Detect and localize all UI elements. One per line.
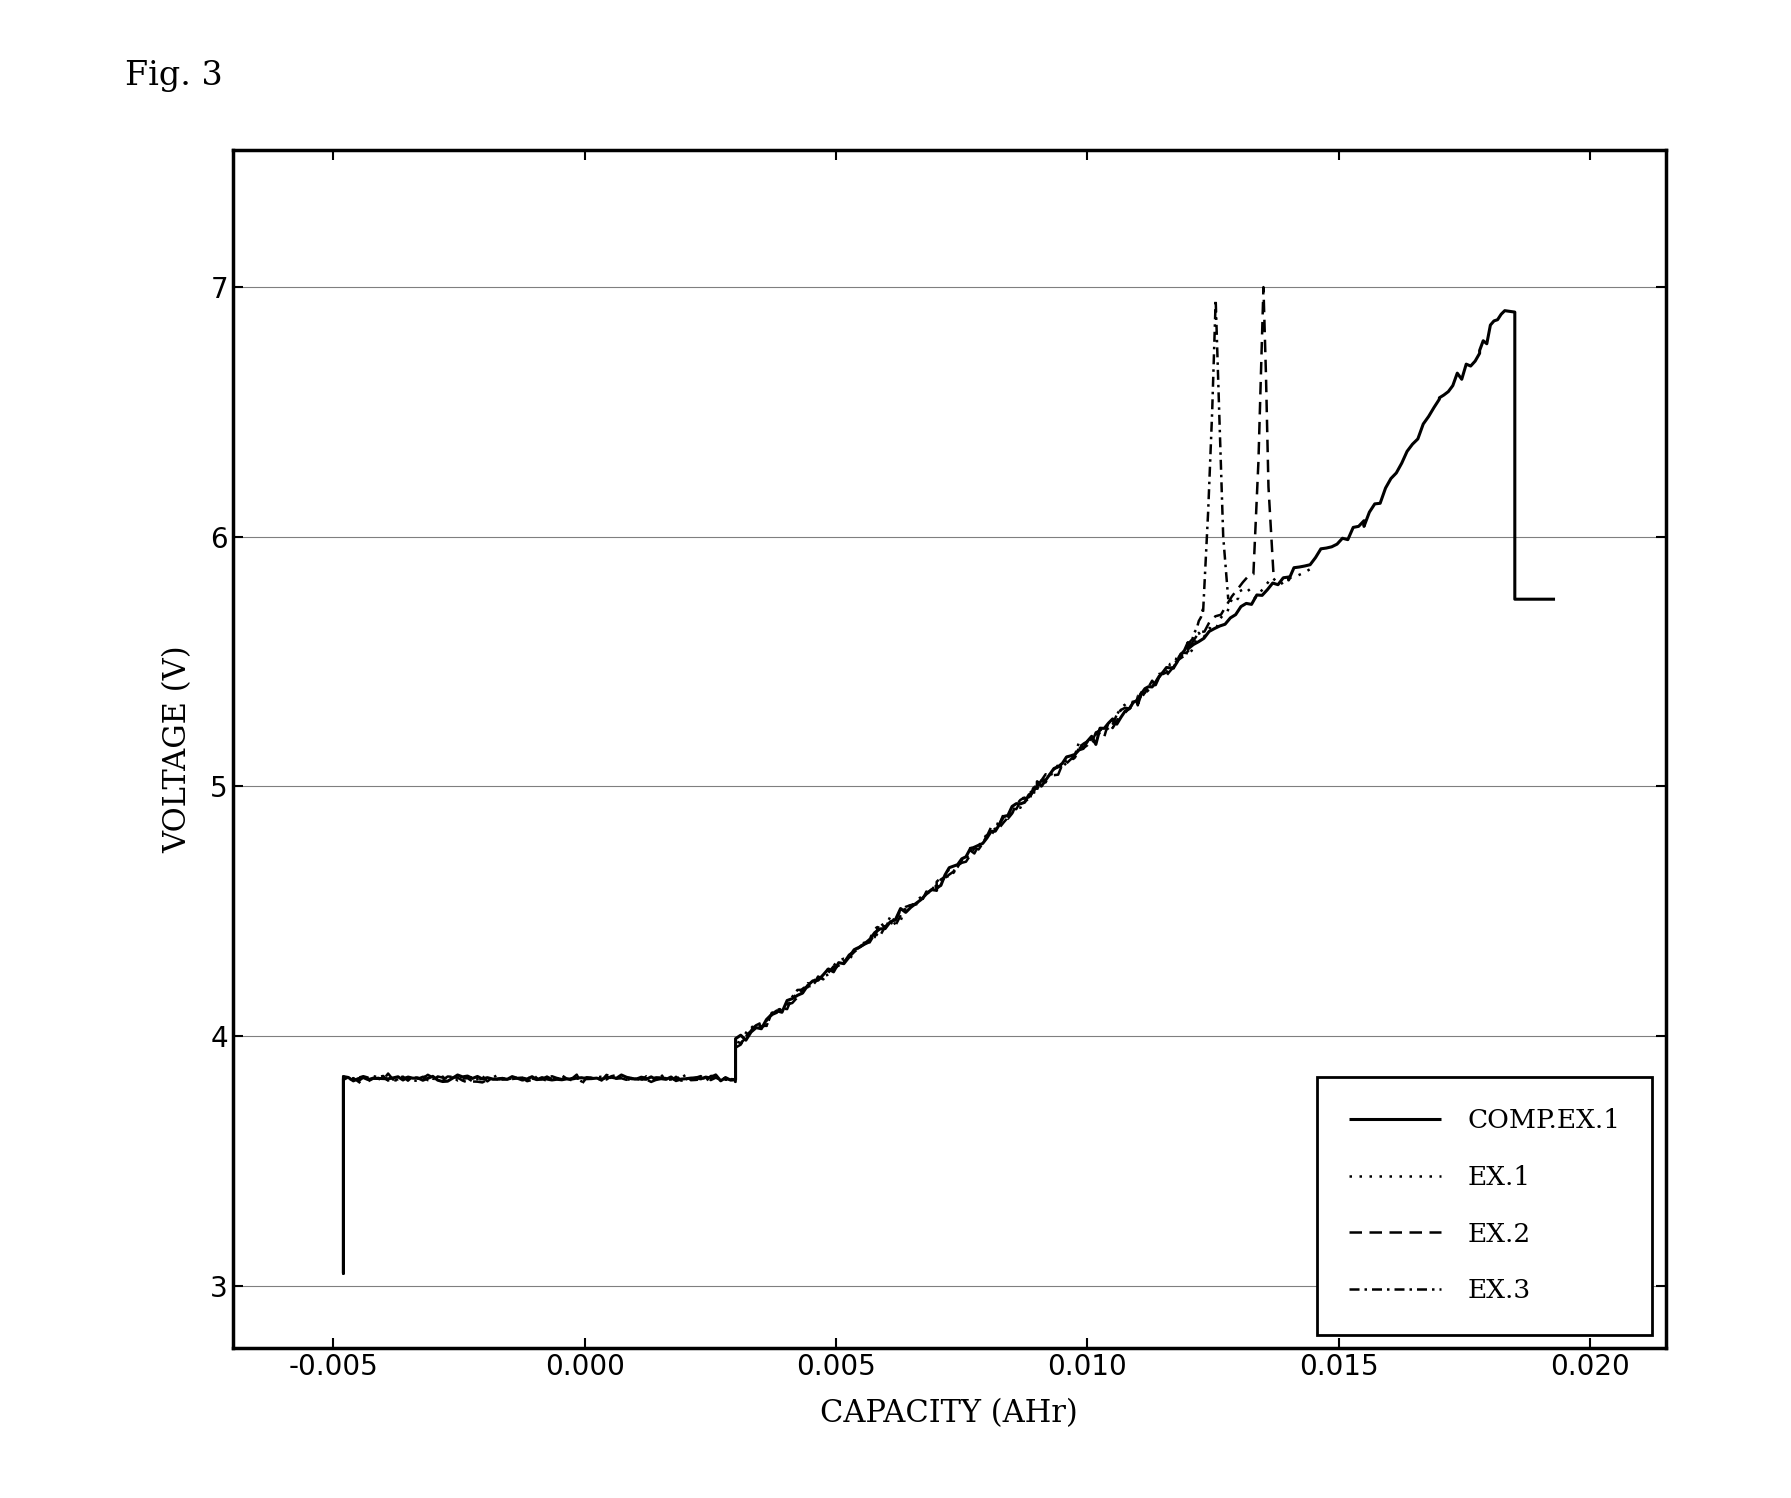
EX.2 (571, 1076, 593, 1094)
COMP.EX.1 (398, 1068, 419, 1086)
COMP.EX.1 (1354, 512, 1375, 530)
EX.1 (967, 837, 989, 855)
EX.3 (1218, 590, 1239, 608)
EX.1 (700, 1067, 722, 1085)
X-axis label: CAPACITY (AHr): CAPACITY (AHr) (820, 1398, 1078, 1429)
EX.3 (333, 1070, 355, 1088)
EX.1 (849, 935, 870, 953)
EX.3 (844, 944, 865, 962)
COMP.EX.1 (1494, 301, 1515, 319)
COMP.EX.1 (333, 1070, 355, 1088)
EX.1 (333, 1070, 355, 1088)
EX.3 (822, 959, 844, 977)
EX.3 (426, 1070, 448, 1088)
COMP.EX.1 (333, 1264, 355, 1282)
COMP.EX.1 (976, 828, 998, 846)
EX.2 (333, 1070, 355, 1088)
EX.3 (1205, 291, 1227, 309)
Line: EX.3: EX.3 (344, 300, 1229, 1273)
EX.1 (1304, 557, 1325, 575)
EX.2 (675, 1071, 697, 1089)
EX.2 (1243, 565, 1264, 583)
COMP.EX.1 (417, 1070, 439, 1088)
EX.2 (1252, 279, 1273, 297)
EX.3 (487, 1067, 509, 1085)
EX.3 (333, 1264, 355, 1282)
EX.1 (333, 1264, 355, 1282)
COMP.EX.1 (792, 984, 813, 1002)
Legend: COMP.EX.1, EX.1, EX.2, EX.3: COMP.EX.1, EX.1, EX.2, EX.3 (1318, 1077, 1653, 1335)
Line: EX.2: EX.2 (344, 288, 1273, 1273)
COMP.EX.1 (1544, 590, 1565, 608)
Y-axis label: VOLTAGE (V): VOLTAGE (V) (163, 646, 193, 852)
EX.1 (767, 1005, 788, 1023)
Text: Fig. 3: Fig. 3 (125, 60, 224, 91)
EX.2 (392, 1068, 414, 1086)
EX.3 (1035, 773, 1057, 791)
Line: EX.1: EX.1 (344, 566, 1315, 1273)
EX.1 (1098, 715, 1119, 733)
EX.1 (1177, 641, 1198, 659)
EX.2 (333, 1264, 355, 1282)
Line: COMP.EX.1: COMP.EX.1 (344, 310, 1555, 1273)
COMP.EX.1 (761, 1005, 783, 1023)
EX.3 (586, 1070, 607, 1088)
EX.2 (1026, 776, 1048, 794)
EX.2 (976, 827, 998, 845)
EX.2 (1263, 565, 1284, 583)
